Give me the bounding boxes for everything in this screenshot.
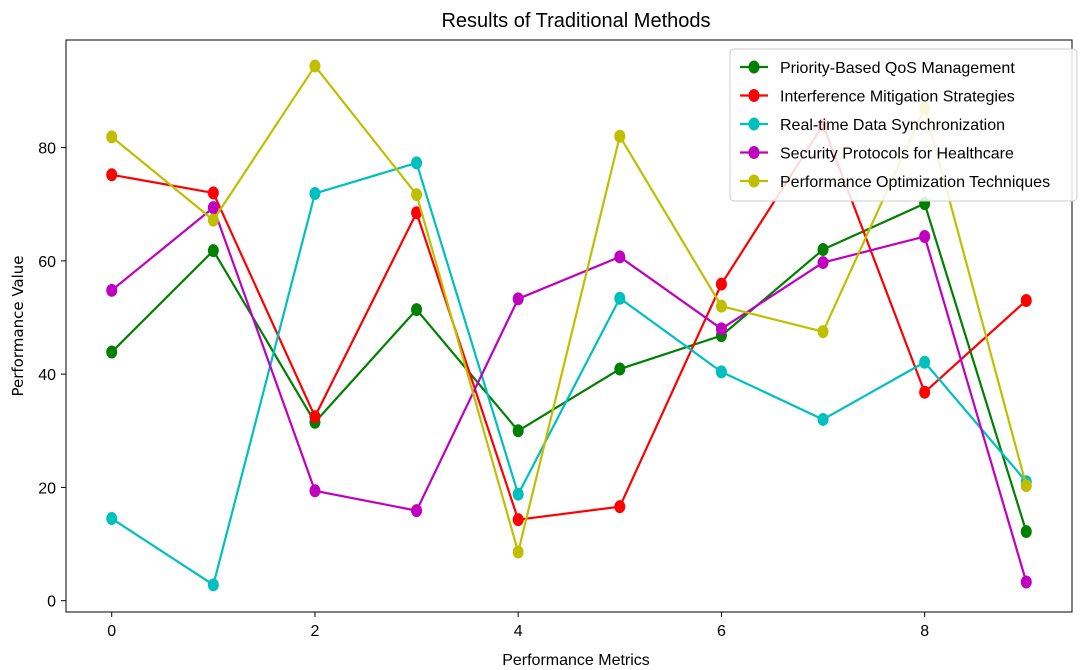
data-point xyxy=(512,487,524,501)
legend-item: Security Protocols for Healthcare xyxy=(740,146,1014,163)
data-point xyxy=(1020,479,1032,493)
y-tick-label: 20 xyxy=(38,480,56,497)
data-point xyxy=(614,129,626,143)
data-point xyxy=(512,292,524,306)
data-point xyxy=(512,424,524,438)
data-point xyxy=(614,500,626,514)
data-point xyxy=(309,484,321,498)
x-tick-label: 0 xyxy=(107,623,116,640)
legend-label: Performance Optimization Techniques xyxy=(780,174,1050,191)
data-point xyxy=(817,256,829,270)
x-tick-label: 8 xyxy=(920,623,929,640)
series-line xyxy=(111,206,1028,583)
data-point xyxy=(207,578,219,592)
data-point xyxy=(919,230,931,244)
x-axis: 0 2 4 6 8 xyxy=(107,612,929,640)
legend-label: Security Protocols for Healthcare xyxy=(780,146,1014,163)
y-tick-label: 60 xyxy=(38,254,56,271)
data-point xyxy=(106,168,118,182)
data-point xyxy=(715,277,727,291)
series-line xyxy=(110,202,1028,532)
y-axis: 0 20 40 60 80 xyxy=(38,141,66,611)
series-line xyxy=(111,161,1028,586)
data-point xyxy=(715,322,727,336)
legend: Priority-Based QoS Management Interferenc… xyxy=(729,48,1078,202)
series-group xyxy=(106,156,1032,592)
data-point xyxy=(715,299,727,313)
data-point xyxy=(817,412,829,426)
data-point xyxy=(411,156,423,170)
y-tick-label: 0 xyxy=(47,594,56,611)
legend-item: Real-time Data Synchronization xyxy=(740,117,1005,134)
legend-marker xyxy=(748,146,760,159)
x-tick-label: 4 xyxy=(514,623,523,640)
data-point xyxy=(106,512,118,526)
legend-marker xyxy=(748,174,760,188)
series-line xyxy=(111,64,1028,554)
data-point xyxy=(207,186,219,200)
data-point xyxy=(614,291,626,305)
data-point xyxy=(106,345,118,359)
series-line xyxy=(111,123,1028,521)
data-point xyxy=(207,244,219,258)
x-tick-label: 6 xyxy=(717,623,726,640)
data-point xyxy=(207,201,219,215)
series-group xyxy=(106,201,1032,589)
data-point xyxy=(614,250,626,264)
data-point xyxy=(309,59,321,73)
legend-label: Real-time Data Synchronization xyxy=(780,117,1005,134)
legend-marker xyxy=(748,89,760,102)
legend-item: Priority-Based QoS Management xyxy=(740,60,1015,77)
legend-box xyxy=(729,48,1078,202)
data-point xyxy=(512,545,524,559)
data-point xyxy=(919,385,931,399)
data-point xyxy=(411,504,423,518)
data-point xyxy=(207,213,219,227)
x-tick-label: 2 xyxy=(311,623,320,640)
data-point xyxy=(512,513,524,527)
legend-marker xyxy=(748,60,760,74)
y-tick-label: 80 xyxy=(38,141,56,158)
x-axis-label: Performance Metrics xyxy=(502,652,650,669)
data-point xyxy=(411,303,423,317)
plot-area xyxy=(106,59,1032,592)
data-point xyxy=(1020,294,1032,308)
data-point xyxy=(817,243,829,257)
plot-frame xyxy=(65,39,1073,613)
legend-item: Performance Optimization Techniques xyxy=(740,174,1050,191)
data-point xyxy=(817,325,829,339)
series-group xyxy=(106,59,1032,559)
data-point xyxy=(309,186,321,200)
data-point xyxy=(1020,525,1032,539)
legend-label: Interference Mitigation Strategies xyxy=(780,89,1015,106)
data-point xyxy=(411,188,423,202)
legend-marker xyxy=(748,117,760,131)
y-tick-label: 40 xyxy=(38,367,56,384)
data-point xyxy=(919,355,931,369)
data-point xyxy=(411,206,423,220)
data-point xyxy=(106,130,118,144)
data-point xyxy=(309,410,321,424)
chart-title: Results of Traditional Methods xyxy=(441,10,710,32)
data-point xyxy=(1020,575,1032,589)
data-point xyxy=(715,365,727,379)
series-group xyxy=(106,197,1032,539)
legend-item: Interference Mitigation Strategies xyxy=(740,89,1015,106)
data-point xyxy=(106,283,118,297)
y-axis-label: Performance Value xyxy=(9,255,27,396)
legend-label: Priority-Based QoS Management xyxy=(780,60,1015,77)
data-point xyxy=(614,362,626,376)
